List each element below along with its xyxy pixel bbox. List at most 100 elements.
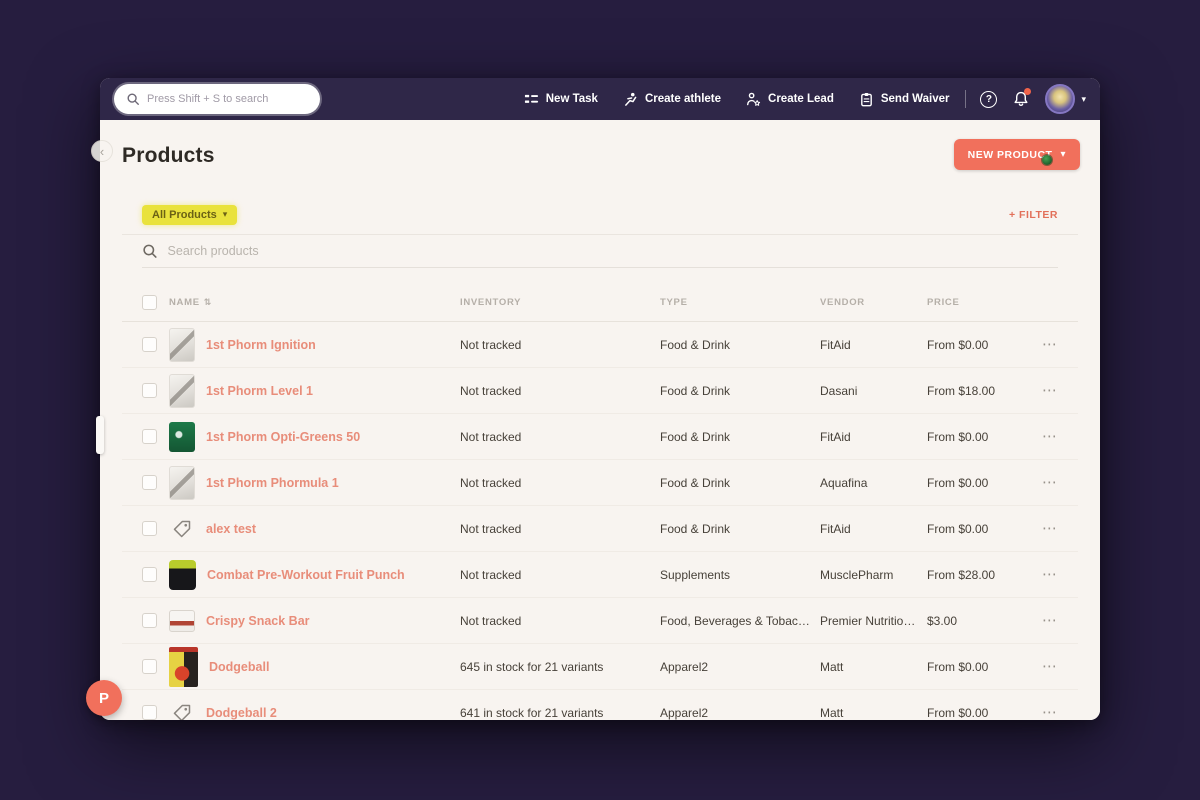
vendor-cell: FitAid <box>820 521 851 536</box>
row-menu-button[interactable]: ⋯ <box>1034 383 1058 398</box>
product-thumbnail <box>169 465 195 500</box>
create-lead-button[interactable]: Create Lead <box>746 92 834 107</box>
product-thumbnail <box>169 512 195 546</box>
product-name-link[interactable]: 1st Phorm Level 1 <box>206 383 313 398</box>
search-icon <box>143 244 157 258</box>
product-thumbnail <box>169 609 195 632</box>
product-name-link[interactable]: alex test <box>206 521 257 536</box>
row-checkbox[interactable] <box>142 567 157 582</box>
notifications-button[interactable] <box>1013 88 1032 107</box>
app-window: New Task Create athlete <box>100 78 1100 720</box>
inventory-cell: 641 in stock for 21 variants <box>460 705 604 720</box>
col-price: PRICE <box>927 297 960 308</box>
create-athlete-button[interactable]: Create athlete <box>623 92 721 107</box>
send-waiver-button[interactable]: Send Waiver <box>859 92 949 107</box>
row-checkbox[interactable] <box>142 475 157 490</box>
row-menu-button[interactable]: ⋯ <box>1034 429 1058 444</box>
price-cell: $3.00 <box>927 613 958 628</box>
row-checkbox[interactable] <box>142 521 157 536</box>
product-name-link[interactable]: 1st Phorm Opti-Greens 50 <box>206 429 361 444</box>
row-menu-button[interactable]: ⋯ <box>1034 567 1058 582</box>
product-name-link[interactable]: Dodgeball 2 <box>206 705 277 720</box>
cursor-indicator-dot <box>1042 155 1052 165</box>
product-thumbnail <box>169 646 198 687</box>
vendor-cell: FitAid <box>820 429 851 444</box>
global-search[interactable] <box>114 84 320 114</box>
chevron-down-icon: ▾ <box>222 209 228 219</box>
product-name-link[interactable]: Dodgeball <box>209 659 270 674</box>
table-row[interactable]: 1st Phorm Level 1 Not tracked Food & Dri… <box>122 368 1078 414</box>
sidebar-handle[interactable] <box>96 416 104 454</box>
new-product-label: NEW PRODUCT <box>967 148 1053 161</box>
vendor-cell: Matt <box>820 659 844 674</box>
athlete-icon <box>625 92 637 106</box>
col-type: TYPE <box>660 297 688 308</box>
inventory-cell: Not tracked <box>460 613 522 628</box>
inventory-cell: 645 in stock for 21 variants <box>460 659 604 674</box>
products-card: All Products ▾ + FILTER <box>122 195 1078 720</box>
product-thumbnail <box>169 327 195 362</box>
table-row[interactable]: Dodgeball 645 in stock for 21 variants A… <box>122 644 1078 690</box>
row-menu-button[interactable]: ⋯ <box>1034 521 1058 536</box>
help-button[interactable]: ? <box>980 90 998 108</box>
notification-dot <box>1024 88 1032 95</box>
price-cell: From $0.00 <box>927 475 989 490</box>
vendor-cell: Matt <box>820 705 844 720</box>
product-name-link[interactable]: 1st Phorm Phormula 1 <box>206 475 339 490</box>
vendor-cell: Dasani <box>820 383 858 398</box>
new-product-button[interactable]: NEW PRODUCT ▾ <box>953 139 1080 170</box>
table-row[interactable]: 1st Phorm Ignition Not tracked Food & Dr… <box>122 322 1078 368</box>
row-checkbox[interactable] <box>142 383 157 398</box>
price-cell: From $0.00 <box>927 705 989 720</box>
row-checkbox[interactable] <box>142 659 157 674</box>
global-search-input[interactable] <box>147 93 308 105</box>
row-menu-button[interactable]: ⋯ <box>1034 659 1058 674</box>
search-icon <box>127 93 139 105</box>
tag-icon <box>173 520 191 537</box>
add-filter-button[interactable]: + FILTER <box>1008 208 1058 221</box>
inventory-cell: Not tracked <box>460 337 522 352</box>
product-search-input[interactable] <box>167 244 1058 258</box>
navbar-actions: New Task Create athlete <box>524 92 949 107</box>
product-thumbnail <box>169 373 195 408</box>
top-navbar: New Task Create athlete <box>100 78 1100 120</box>
table-row[interactable]: 1st Phorm Opti-Greens 50 Not tracked Foo… <box>122 414 1078 460</box>
product-name-link[interactable]: 1st Phorm Ignition <box>206 337 316 352</box>
chat-launcher[interactable]: P <box>86 680 122 716</box>
product-name-link[interactable]: Crispy Snack Bar <box>206 613 310 628</box>
row-menu-button[interactable]: ⋯ <box>1034 613 1058 628</box>
inventory-cell: Not tracked <box>460 475 522 490</box>
row-menu-button[interactable]: ⋯ <box>1034 337 1058 352</box>
table-row[interactable]: alex test Not tracked Food & Drink FitAi… <box>122 506 1078 552</box>
select-all-checkbox[interactable] <box>142 295 157 310</box>
type-cell: Food & Drink <box>660 521 731 536</box>
row-menu-button[interactable]: ⋯ <box>1034 475 1058 490</box>
sort-icon[interactable]: ⇅ <box>203 297 213 307</box>
product-name-link[interactable]: Combat Pre-Workout Fruit Punch <box>207 567 405 582</box>
row-checkbox[interactable] <box>142 429 157 444</box>
price-cell: From $0.00 <box>927 659 989 674</box>
table-row[interactable]: Dodgeball 2 641 in stock for 21 variants… <box>122 690 1078 720</box>
row-checkbox[interactable] <box>142 705 157 720</box>
create-athlete-label: Create athlete <box>644 93 722 105</box>
tag-icon <box>173 704 191 720</box>
all-products-filter-chip[interactable]: All Products ▾ <box>142 204 238 225</box>
row-menu-button[interactable]: ⋯ <box>1034 705 1058 720</box>
page-title: Products <box>122 144 215 167</box>
chevron-down-icon: ▾ <box>1081 93 1086 104</box>
table-row[interactable]: 1st Phorm Phormula 1 Not tracked Food & … <box>122 460 1078 506</box>
lead-person-star-icon <box>747 92 761 106</box>
user-menu[interactable]: ▾ <box>1045 84 1086 114</box>
product-search[interactable] <box>142 235 1058 268</box>
new-task-button[interactable]: New Task <box>524 92 598 107</box>
table-row[interactable]: Combat Pre-Workout Fruit Punch Not track… <box>122 552 1078 598</box>
price-cell: From $0.00 <box>927 429 989 444</box>
inventory-cell: Not tracked <box>460 521 522 536</box>
collapse-button[interactable]: ‹ <box>91 140 113 162</box>
row-checkbox[interactable] <box>142 613 157 628</box>
table-row[interactable]: Crispy Snack Bar Not tracked Food, Bever… <box>122 598 1078 644</box>
chat-launcher-label: P <box>98 689 109 707</box>
price-cell: From $0.00 <box>927 337 989 352</box>
all-products-label: All Products <box>152 208 217 221</box>
row-checkbox[interactable] <box>142 337 157 352</box>
